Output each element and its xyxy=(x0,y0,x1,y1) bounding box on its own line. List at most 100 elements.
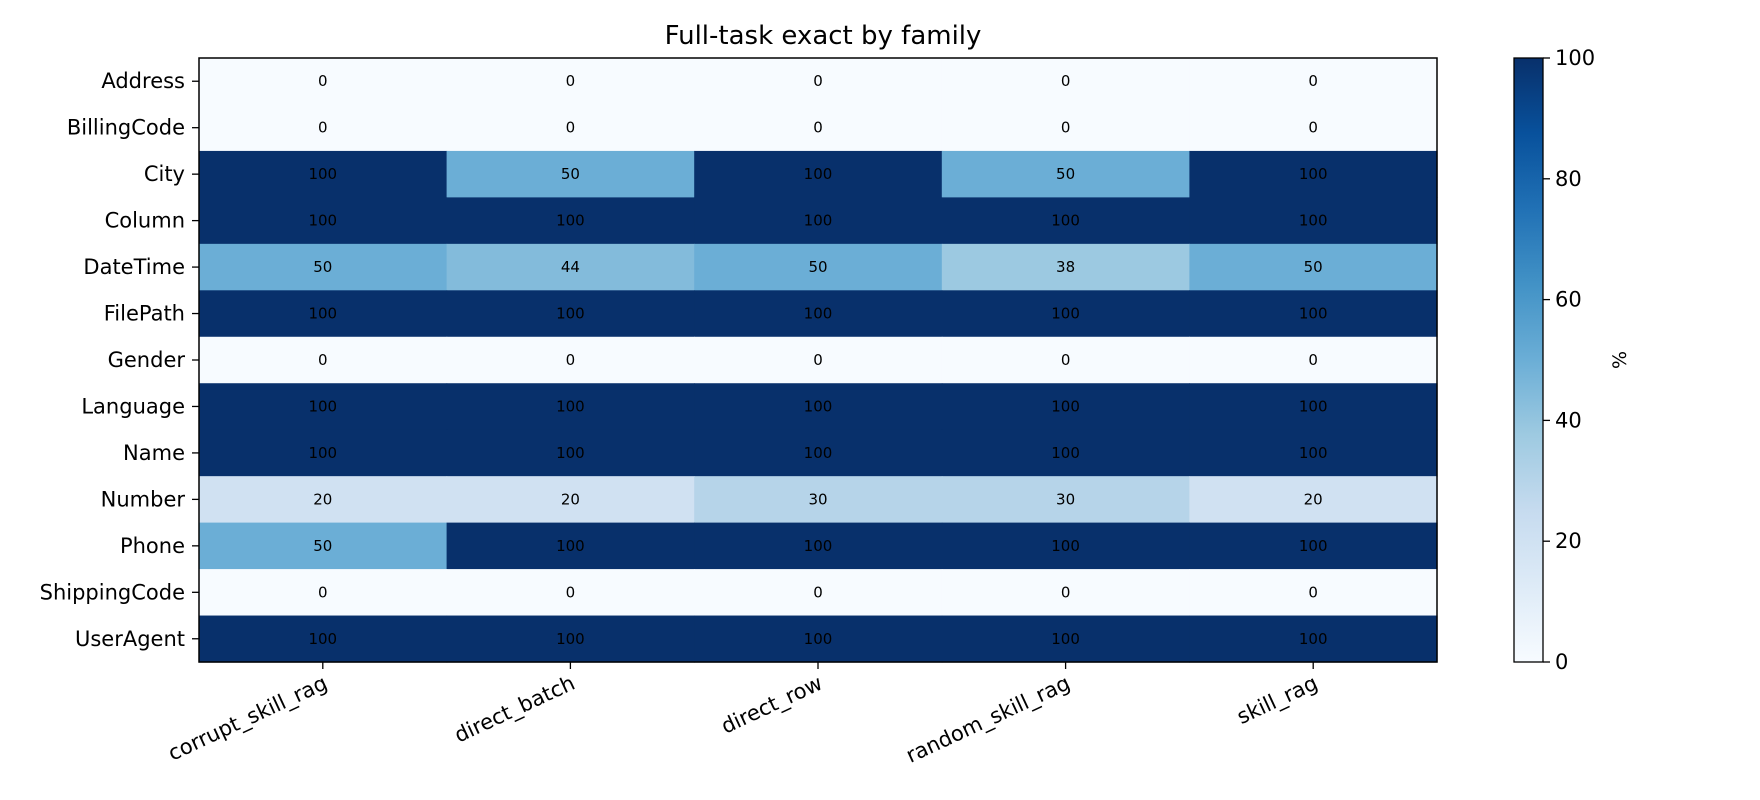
heatmap-cell-label: 38 xyxy=(1056,258,1075,276)
heatmap-cell xyxy=(446,476,695,524)
heatmap-cell xyxy=(199,150,448,198)
colorbar-tick-label: 80 xyxy=(1555,167,1582,191)
heatmap-cell xyxy=(446,104,695,152)
heatmap-cell xyxy=(1189,383,1438,431)
y-tick-label: Address xyxy=(101,69,185,93)
heatmap-cell-label: 0 xyxy=(318,351,328,369)
heatmap-cell xyxy=(199,476,448,524)
y-tick-label: Language xyxy=(81,394,185,418)
heatmap-cell-label: 0 xyxy=(566,72,576,90)
y-tick-label: Phone xyxy=(120,534,185,558)
heatmap-cell-label: 100 xyxy=(308,165,337,183)
heatmap-cell-label: 100 xyxy=(1299,537,1328,555)
colorbar-tick-label: 20 xyxy=(1555,529,1582,553)
heatmap-cell xyxy=(694,615,943,663)
heatmap-cell-label: 44 xyxy=(561,258,580,276)
heatmap-cell xyxy=(199,383,448,431)
heatmap-cell-label: 100 xyxy=(1051,537,1080,555)
heatmap-cell-label: 100 xyxy=(308,212,337,230)
heatmap-cell-label: 0 xyxy=(813,72,823,90)
heatmap-cell-label: 100 xyxy=(1299,212,1328,230)
heatmap-cell xyxy=(1189,58,1438,106)
heatmap-cell xyxy=(199,522,448,570)
heatmap-cell-label: 100 xyxy=(1299,630,1328,648)
heatmap-cell xyxy=(1189,476,1438,524)
heatmap-cell-label: 0 xyxy=(813,119,823,137)
heatmap-cell xyxy=(694,429,943,477)
heatmap-cell xyxy=(941,569,1190,617)
heatmap-cell-label: 0 xyxy=(318,119,328,137)
heatmap-cell xyxy=(446,58,695,106)
heatmap-cell-label: 50 xyxy=(313,537,332,555)
heatmap-cell xyxy=(446,383,695,431)
colorbar-label: % xyxy=(1609,351,1631,369)
heatmap-cell-label: 0 xyxy=(813,583,823,601)
colorbar-tick-label: 40 xyxy=(1555,408,1582,432)
heatmap-cell xyxy=(446,522,695,570)
heatmap-cell xyxy=(446,429,695,477)
x-tick-label: direct_row xyxy=(717,671,826,740)
heatmap-cell xyxy=(694,383,943,431)
heatmap-cell xyxy=(694,290,943,338)
heatmap-cell-label: 100 xyxy=(556,444,585,462)
heatmap-cell-label: 0 xyxy=(1308,72,1318,90)
x-tick-label: skill_rag xyxy=(1233,671,1321,730)
heatmap-cell-label: 100 xyxy=(556,305,585,323)
heatmap-cell-label: 100 xyxy=(308,444,337,462)
heatmap-cell xyxy=(941,383,1190,431)
heatmap-cell xyxy=(1189,197,1438,245)
heatmap-cell xyxy=(1189,429,1438,477)
heatmap-cell xyxy=(1189,243,1438,291)
chart-title: Full-task exact by family xyxy=(665,21,982,51)
heatmap-cell xyxy=(199,104,448,152)
heatmap-cell xyxy=(199,429,448,477)
heatmap-cell-label: 100 xyxy=(804,537,833,555)
heatmap-cell xyxy=(1189,150,1438,198)
heatmap-cell-label: 0 xyxy=(1061,583,1071,601)
heatmap-cell xyxy=(694,569,943,617)
heatmap-cell-label: 50 xyxy=(561,165,580,183)
heatmap-cell-label: 0 xyxy=(813,351,823,369)
y-tick-label: Name xyxy=(123,441,185,465)
y-tick-label: ShippingCode xyxy=(40,580,185,604)
heatmap-cell-label: 0 xyxy=(566,351,576,369)
heatmap-cell-label: 0 xyxy=(1308,583,1318,601)
heatmap-cell xyxy=(199,569,448,617)
heatmap-cell-label: 100 xyxy=(804,444,833,462)
heatmap-cell xyxy=(694,197,943,245)
heatmap-cell-label: 100 xyxy=(804,305,833,323)
colorbar-tick-label: 100 xyxy=(1555,46,1595,70)
heatmap-cell xyxy=(941,104,1190,152)
heatmap-cell-label: 100 xyxy=(1051,212,1080,230)
y-tick-label: DateTime xyxy=(83,255,185,279)
heatmap-cell-label: 0 xyxy=(566,119,576,137)
heatmap-cell xyxy=(446,569,695,617)
heatmap-cell-label: 100 xyxy=(804,212,833,230)
heatmap-cell xyxy=(941,290,1190,338)
heatmap-cell-label: 100 xyxy=(1299,305,1328,323)
heatmap-cell-label: 100 xyxy=(1051,630,1080,648)
x-tick-label: direct_batch xyxy=(451,671,579,749)
heatmap-cell xyxy=(1189,569,1438,617)
heatmap-cell xyxy=(694,243,943,291)
y-tick-label: UserAgent xyxy=(75,627,185,651)
heatmap-cell-label: 100 xyxy=(556,537,585,555)
heatmap-cell xyxy=(941,150,1190,198)
heatmap-cell-label: 100 xyxy=(1299,165,1328,183)
heatmap-cell-label: 100 xyxy=(556,397,585,415)
heatmap-cell xyxy=(199,243,448,291)
heatmap-cell xyxy=(1189,336,1438,384)
heatmap-cell xyxy=(694,58,943,106)
heatmap-cell xyxy=(1189,615,1438,663)
y-axis: Address BillingCode City Column DateTime File… xyxy=(40,69,199,651)
heatmap-cell-label: 100 xyxy=(1051,305,1080,323)
heatmap-cell xyxy=(694,522,943,570)
y-tick-label: FilePath xyxy=(104,302,185,326)
heatmap-cell xyxy=(199,197,448,245)
heatmap-cell xyxy=(941,58,1190,106)
heatmap-cell-label: 100 xyxy=(804,397,833,415)
heatmap-cell xyxy=(446,243,695,291)
colorbar: 0 20 40 60 80 100% xyxy=(1513,46,1631,674)
